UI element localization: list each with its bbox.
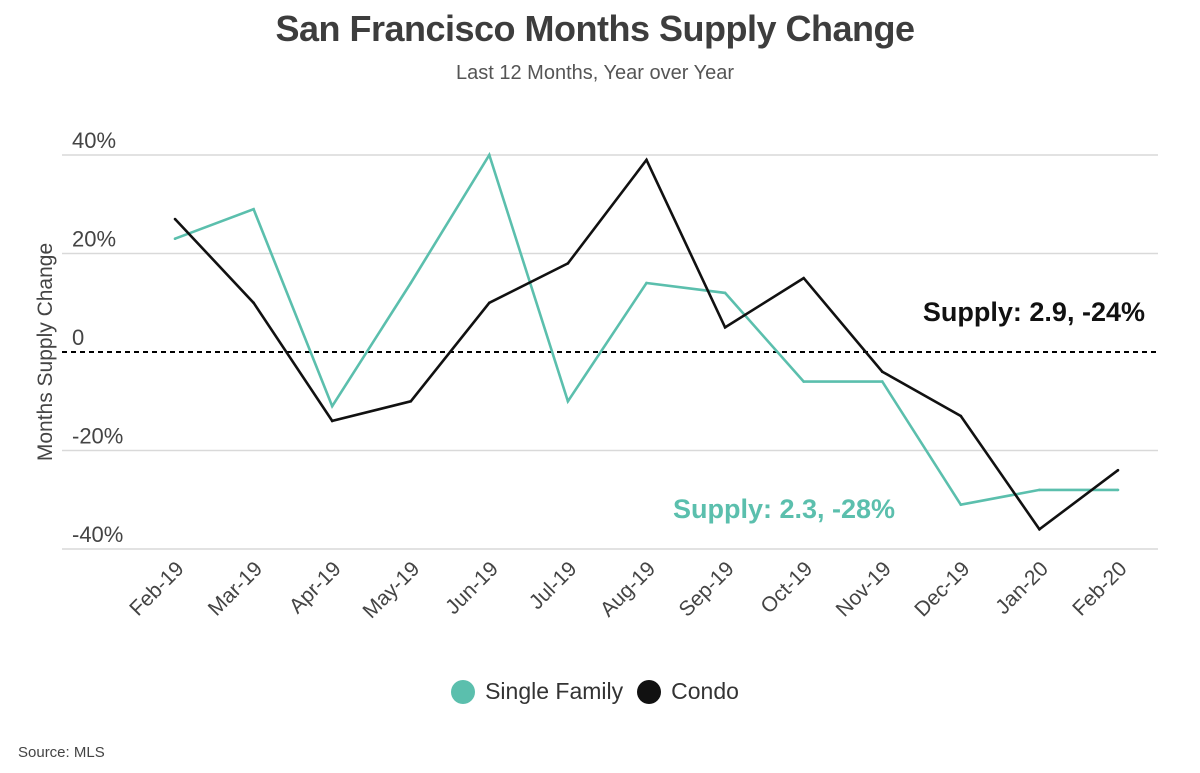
data-point[interactable] — [1116, 488, 1120, 492]
y-tick-label: 20% — [72, 227, 116, 252]
y-tick-label: -40% — [72, 522, 123, 547]
condo-supply-annotation: Supply: 2.9, -24% — [923, 297, 1145, 327]
x-tick-label: Sep-19 — [674, 557, 738, 621]
data-point[interactable] — [959, 503, 963, 506]
single-family-swatch-icon — [451, 679, 476, 704]
x-tick-label: Jul-19 — [525, 557, 582, 614]
data-point[interactable] — [173, 217, 177, 221]
x-tick-label: Aug-19 — [596, 557, 660, 621]
legend-item-single-family[interactable]: Single Family — [451, 678, 623, 705]
series-lines — [173, 151, 1120, 532]
single-family-supply-annotation: Supply: 2.3, -28% — [673, 494, 895, 524]
x-tick-label: Feb-19 — [125, 557, 188, 620]
data-point[interactable] — [645, 158, 648, 162]
y-tick-label: 0 — [72, 325, 84, 350]
legend-item-condo[interactable]: Condo — [637, 678, 739, 705]
source-note: Source: MLS — [18, 744, 105, 761]
x-tick-label: Oct-19 — [756, 557, 817, 618]
data-point[interactable] — [409, 399, 413, 403]
chart-title: San Francisco Months Supply Change — [275, 8, 915, 49]
x-tick-label: Feb-20 — [1068, 557, 1131, 620]
x-tick-label: Jun-19 — [441, 557, 503, 619]
legend: Single Family Condo — [0, 678, 1190, 705]
y-tick-label: 40% — [72, 128, 116, 153]
data-point[interactable] — [566, 399, 570, 403]
legend-label-single-family: Single Family — [485, 678, 624, 704]
data-point[interactable] — [880, 380, 884, 383]
x-tick-label: Mar-19 — [204, 557, 267, 620]
data-point[interactable] — [802, 276, 805, 280]
x-tick-label: Nov-19 — [832, 557, 896, 621]
data-point[interactable] — [1038, 528, 1041, 531]
data-point[interactable] — [723, 291, 727, 295]
data-point[interactable] — [723, 326, 727, 329]
data-point[interactable] — [330, 419, 334, 423]
data-point[interactable] — [645, 281, 648, 285]
y-axis-label: Months Supply Change — [34, 243, 57, 461]
legend-label-condo: Condo — [671, 678, 739, 704]
data-point[interactable] — [1038, 488, 1041, 492]
y-tick-label: -20% — [72, 424, 123, 449]
data-point[interactable] — [488, 153, 491, 157]
data-point[interactable] — [802, 380, 805, 383]
condo-swatch-icon — [637, 679, 662, 704]
data-point[interactable] — [959, 414, 963, 418]
data-point[interactable] — [488, 301, 491, 305]
data-point[interactable] — [1116, 468, 1120, 472]
data-point[interactable] — [330, 404, 334, 408]
data-point[interactable] — [566, 262, 570, 265]
series-line-condo[interactable] — [174, 157, 1119, 532]
gridlines — [62, 154, 1158, 550]
y-tick-labels: 40% 20% 0 -20% -40% — [72, 128, 123, 547]
data-point[interactable] — [252, 301, 255, 305]
x-tick-label: Apr-19 — [285, 557, 346, 618]
data-point[interactable] — [173, 237, 177, 241]
x-tick-label: May-19 — [359, 557, 425, 623]
data-point[interactable] — [409, 281, 413, 285]
x-tick-labels: Feb-19 Mar-19 Apr-19 May-19 Jun-19 Jul-19 Aug-… — [125, 557, 1131, 623]
data-point[interactable] — [252, 207, 255, 211]
x-tick-label: Jan-20 — [991, 557, 1053, 619]
chart-subtitle: Last 12 Months, Year over Year — [456, 62, 734, 84]
series-line-single-family[interactable] — [174, 151, 1118, 507]
data-point[interactable] — [880, 370, 884, 374]
x-tick-label: Dec-19 — [910, 557, 974, 621]
